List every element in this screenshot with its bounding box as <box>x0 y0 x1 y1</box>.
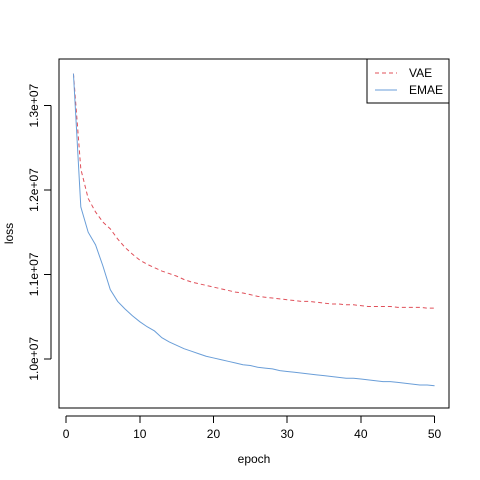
x-tick-label: 0 <box>63 427 70 441</box>
series-line-vae <box>72 73 435 309</box>
y-tick-label: 1.0e+07 <box>27 337 41 381</box>
legend-label-vae: VAE <box>409 66 432 80</box>
legend: VAE EMAE <box>366 58 450 104</box>
series-lines <box>72 73 435 387</box>
y-axis-label: loss <box>2 223 16 244</box>
y-tick-label: 1.2e+07 <box>27 168 41 212</box>
x-tick-label: 40 <box>354 427 368 441</box>
x-tick-label: 20 <box>207 427 221 441</box>
x-tick-label: 10 <box>133 427 147 441</box>
x-tick-label: 30 <box>280 427 294 441</box>
legend-label-emae: EMAE <box>409 83 443 97</box>
x-axis-label: epoch <box>238 452 271 466</box>
y-tick-label: 1.3e+07 <box>27 83 41 127</box>
y-tick-label: 1.1e+07 <box>27 252 41 296</box>
axes: 0 10 20 30 40 50 1.0e+07 1.1e+07 1.2e+07 1.3e+07 <box>27 58 450 441</box>
plot-border <box>58 58 450 409</box>
legend-box <box>366 58 450 104</box>
x-tick-label: 50 <box>428 427 442 441</box>
series-line-emae <box>72 73 435 387</box>
